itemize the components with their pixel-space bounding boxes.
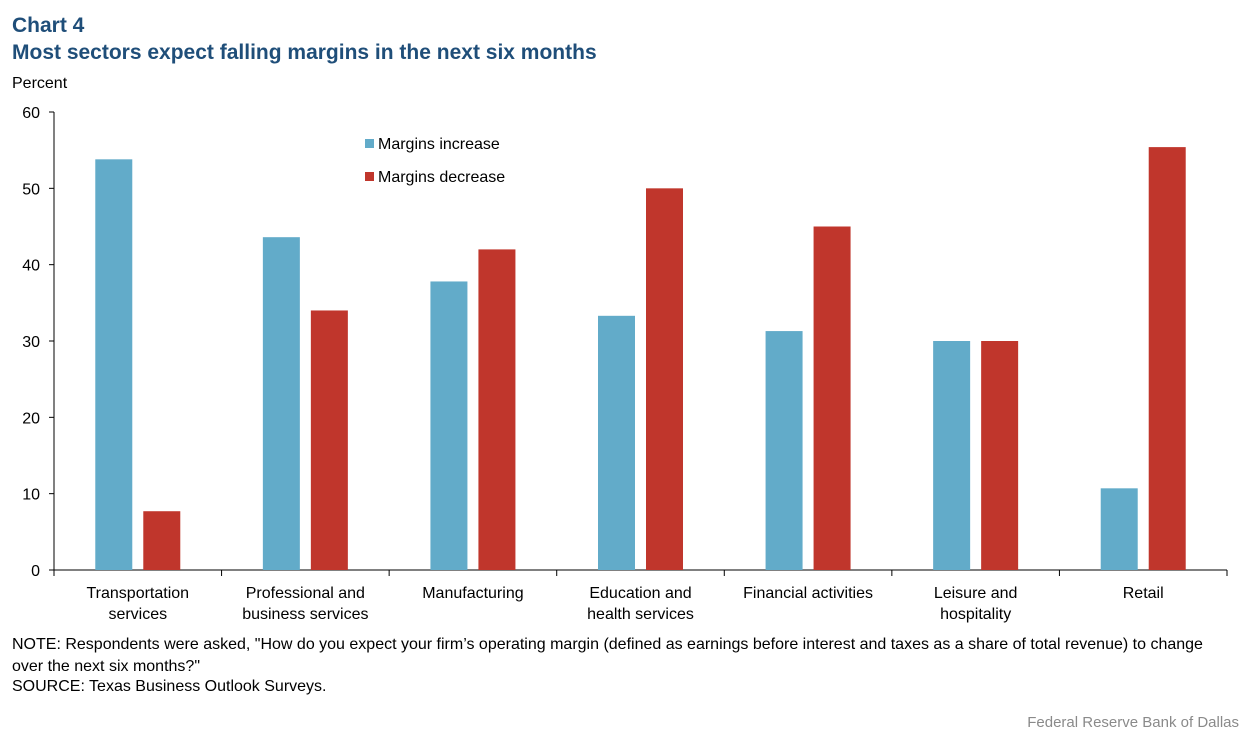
- x-tick-label: Retail: [1123, 585, 1164, 602]
- legend-label: Margins increase: [378, 136, 500, 153]
- bar-margins-decrease: [646, 188, 683, 571]
- bar-margins-increase: [95, 159, 133, 570]
- x-tick-label: Leisure and: [934, 585, 1018, 602]
- bars: [95, 147, 1186, 571]
- bar-margins-decrease: [1148, 147, 1186, 570]
- bar-margins-decrease: [981, 341, 1019, 570]
- x-tick-label: Manufacturing: [422, 585, 523, 602]
- x-axis: Transportation services Professional and bu…: [53, 569, 1228, 623]
- y-tick-label: 30: [22, 334, 40, 351]
- bar-margins-decrease: [813, 226, 851, 570]
- legend-swatch: [365, 139, 374, 148]
- x-tick-label: business services: [242, 606, 368, 623]
- y-tick-label: 10: [22, 487, 40, 504]
- bar-chart: 0 10 20 30 40 50 60 Transportation services Prof…: [22, 105, 1228, 623]
- bar-margins-decrease: [143, 511, 181, 570]
- x-tick-label: Education and: [589, 585, 691, 602]
- bar-margins-increase: [1100, 488, 1138, 570]
- bar-margins-increase: [933, 341, 971, 570]
- chart-number: Chart 4: [12, 14, 85, 37]
- bar-margins-increase: [262, 237, 300, 571]
- bar-margins-decrease: [478, 249, 516, 570]
- x-tick-label: health services: [587, 606, 694, 623]
- legend: Margins increase Margins decrease: [365, 136, 505, 186]
- x-tick-label: services: [108, 606, 167, 623]
- bar-margins-increase: [598, 315, 635, 570]
- x-tick-label: Financial activities: [743, 585, 873, 602]
- y-axis: 0 10 20 30 40 50 60: [22, 105, 55, 580]
- footnote: NOTE: Respondents were asked, "How do yo…: [12, 636, 1203, 675]
- y-tick-label: 0: [31, 563, 40, 580]
- credit-line: Federal Reserve Bank of Dallas: [1027, 714, 1239, 731]
- x-tick-label: hospitality: [940, 606, 1011, 623]
- y-tick-label: 60: [22, 105, 40, 122]
- legend-swatch: [365, 172, 374, 181]
- source-note: SOURCE: Texas Business Outlook Surveys.: [12, 678, 327, 695]
- bar-margins-decrease: [310, 310, 348, 570]
- chart-title: Most sectors expect falling margins in t…: [12, 41, 597, 64]
- x-tick-label: Transportation: [86, 585, 189, 602]
- legend-label: Margins decrease: [378, 169, 505, 186]
- y-axis-unit-label: Percent: [12, 75, 68, 92]
- y-tick-label: 40: [22, 258, 40, 275]
- bar-margins-increase: [430, 281, 468, 570]
- bar-margins-increase: [765, 331, 803, 570]
- x-tick-label: Professional and: [246, 585, 365, 602]
- y-tick-label: 20: [22, 410, 40, 427]
- y-tick-label: 50: [22, 181, 40, 198]
